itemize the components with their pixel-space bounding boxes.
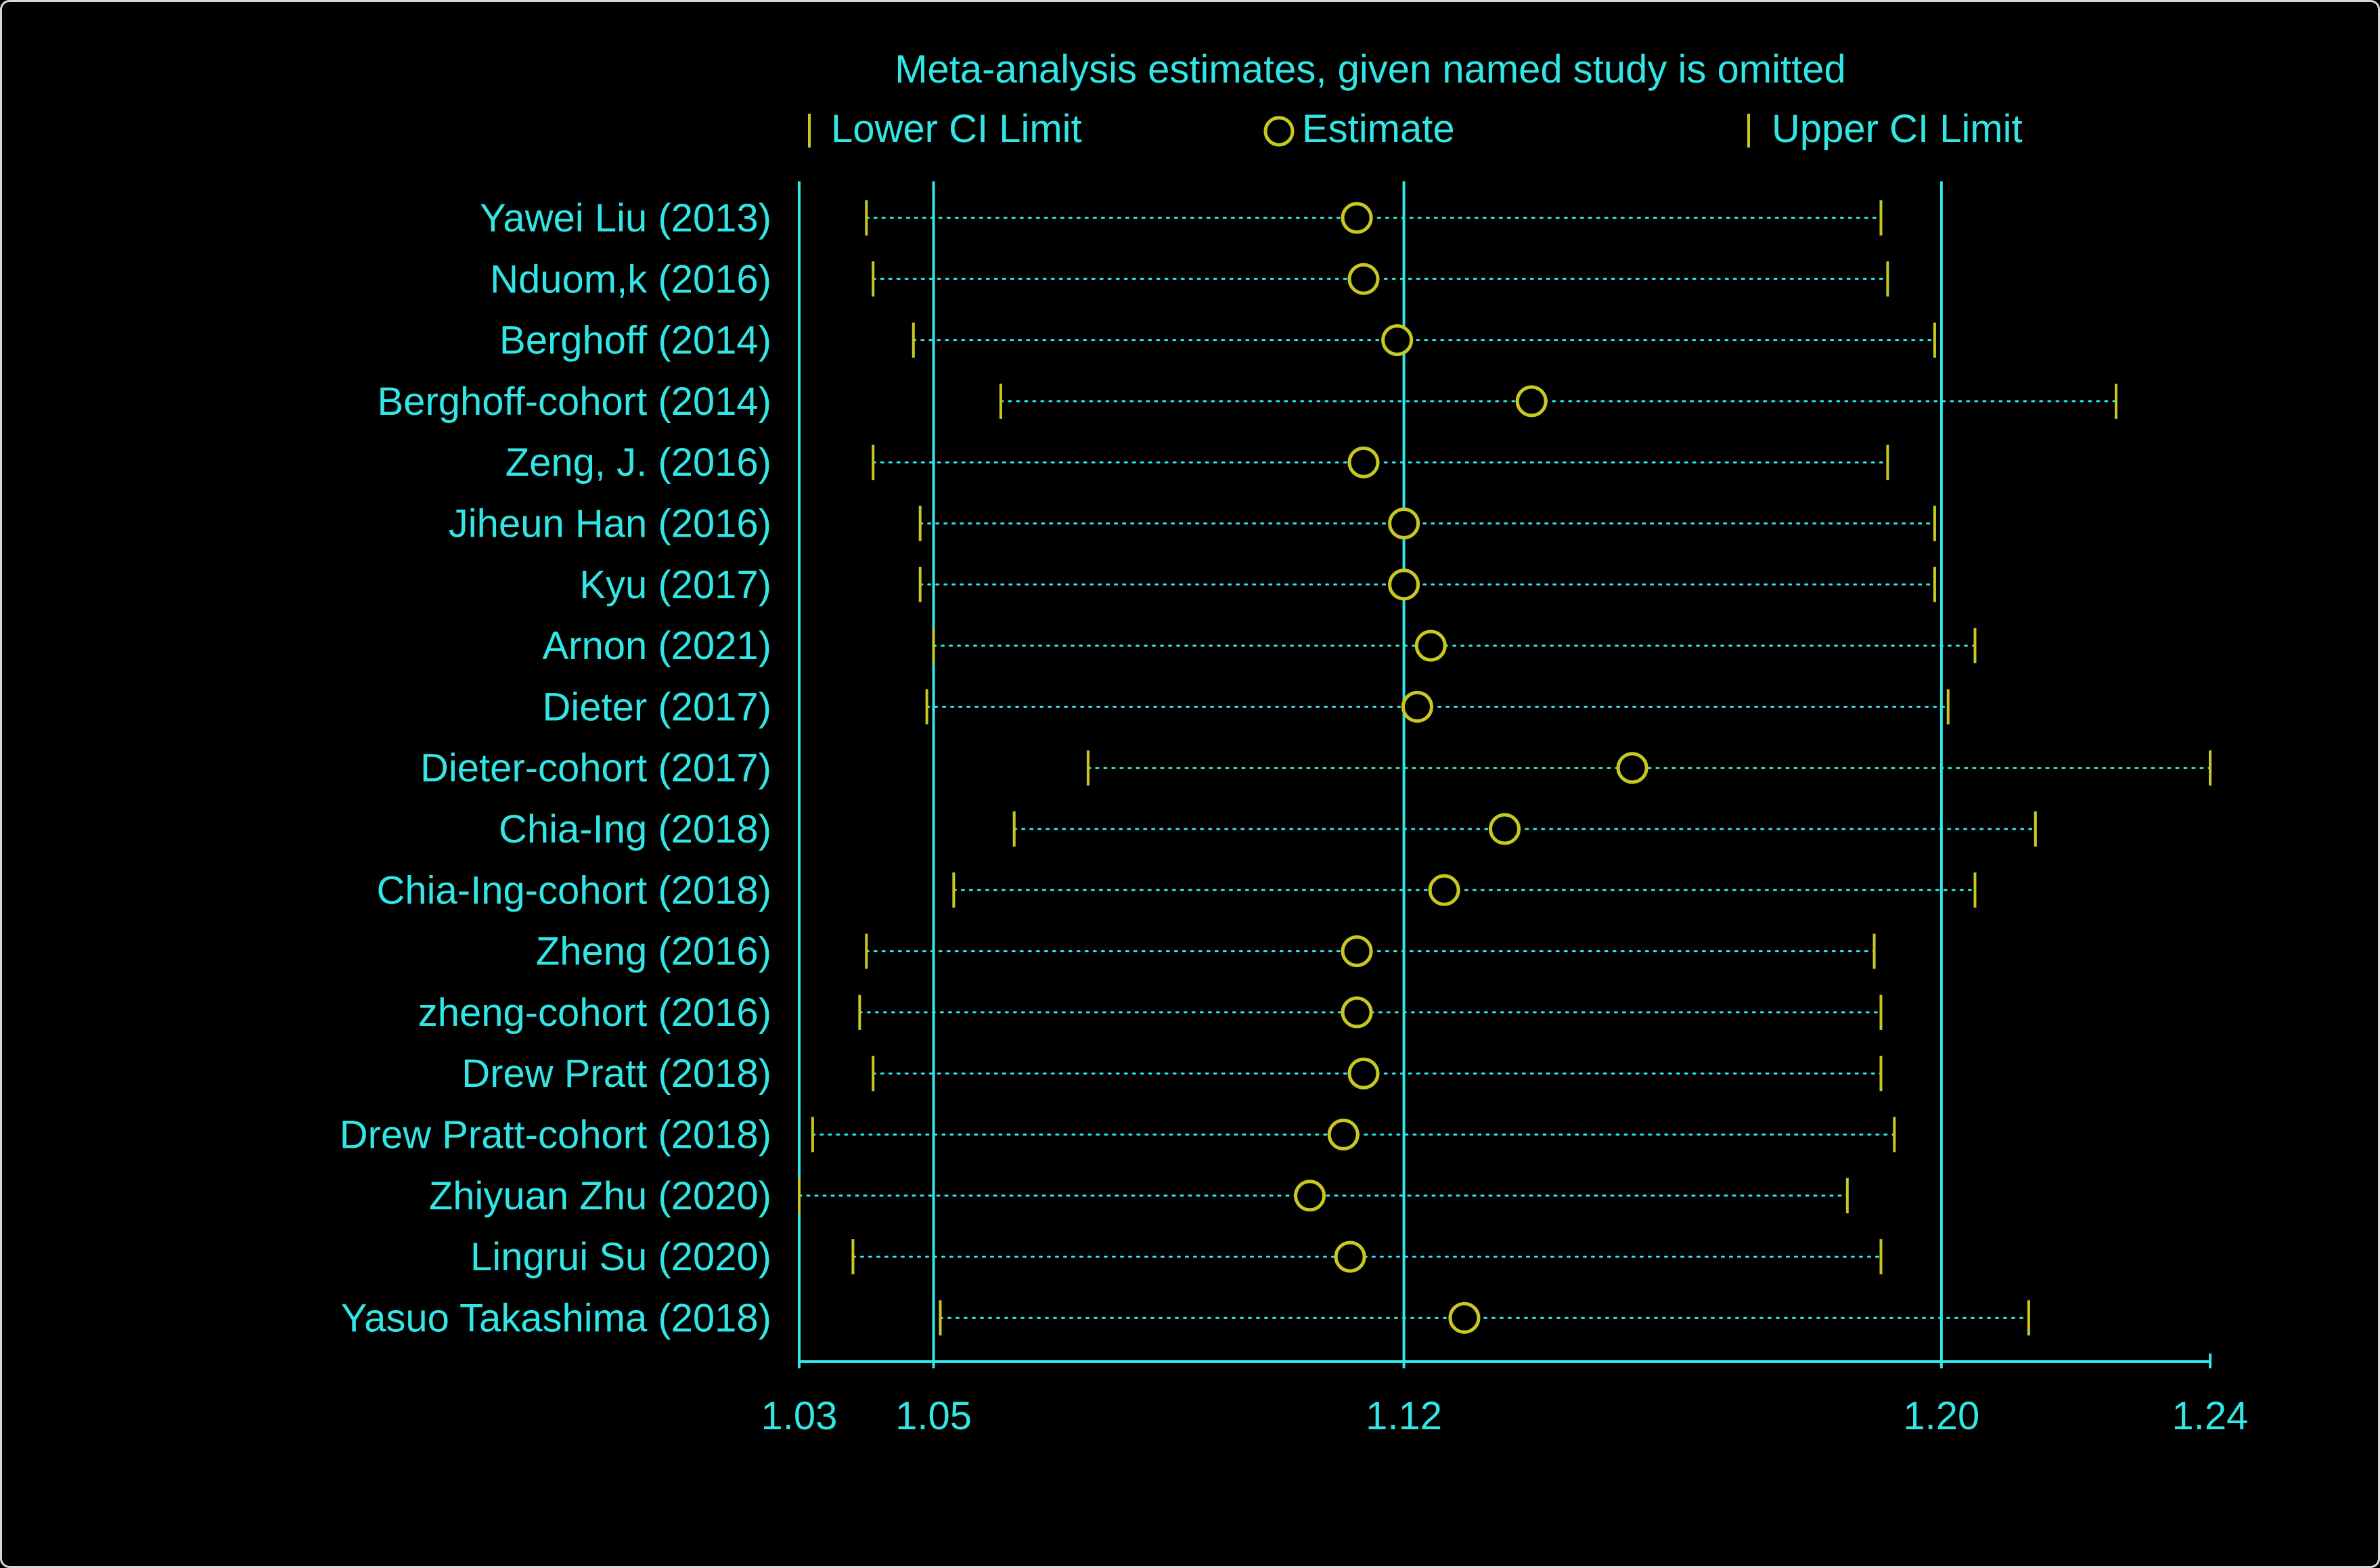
x-tick-label: 1.20 (1903, 1394, 1979, 1438)
study-row: Yasuo Takashima (2018) (341, 1296, 2030, 1340)
study-row: Drew Pratt-cohort (2018) (340, 1113, 1896, 1157)
study-label: Dieter-cohort (2017) (420, 746, 771, 790)
legend-upper-label: Upper CI Limit (1772, 107, 2023, 151)
estimate-marker (1334, 1240, 1366, 1273)
study-label: Kyu (2017) (579, 563, 771, 607)
legend-estimate-marker (1263, 116, 1295, 147)
estimate-marker (1327, 1119, 1360, 1150)
study-label: Zeng, J. (2016) (506, 441, 771, 485)
study-row: Lingrui Su (2020) (470, 1235, 1883, 1279)
study-label: Dieter (2017) (543, 685, 771, 729)
study-label: Drew Pratt (2018) (462, 1052, 771, 1096)
study-row: Berghoff (2014) (499, 319, 1936, 363)
study-row: Berghoff-cohort (2014) (378, 380, 2117, 424)
study-label: Yawei Liu (2013) (480, 196, 771, 240)
x-tick-label: 1.05 (895, 1394, 972, 1438)
estimate-marker (1616, 752, 1648, 784)
estimate-marker (1381, 324, 1414, 357)
legend-estimate-label: Estimate (1302, 107, 1455, 151)
study-label: zheng-cohort (2016) (418, 991, 771, 1035)
study-label: Berghoff (2014) (499, 319, 771, 363)
study-label: Nduom,k (2016) (490, 257, 771, 301)
estimate-marker (1341, 935, 1373, 968)
study-label: Jiheun Han (2016) (449, 502, 771, 546)
estimate-marker (1347, 1057, 1380, 1090)
estimate-marker (1388, 508, 1420, 539)
study-label: Berghoff-cohort (2014) (378, 380, 772, 424)
study-label: Drew Pratt-cohort (2018) (340, 1113, 771, 1157)
estimate-marker (1347, 263, 1380, 295)
estimate-marker (1341, 202, 1373, 234)
study-row: Dieter (2017) (543, 685, 1950, 729)
study-label: Yasuo Takashima (2018) (341, 1296, 771, 1340)
axes: 1.03 1.05 1.12 1.20 1.24 (761, 181, 2249, 1438)
study-row: Zheng (2016) (536, 930, 1876, 974)
study-label: Zheng (2016) (536, 930, 771, 974)
study-label: Arnon (2021) (542, 624, 771, 668)
study-row: Dieter-cohort (2017) (420, 746, 2211, 790)
study-row: Nduom,k (2016) (490, 257, 1889, 301)
study-label: Chia-Ing (2018) (499, 807, 771, 851)
study-row: Chia-Ing (2018) (499, 807, 2037, 851)
study-row: Yawei Liu (2013) (480, 196, 1883, 240)
study-row: Jiheun Han (2016) (449, 502, 1936, 546)
x-tick-label: 1.12 (1366, 1394, 1442, 1438)
chart-title: Meta-analysis estimates, given named stu… (895, 47, 1846, 91)
estimate-marker (1401, 690, 1433, 723)
study-label: Zhiyuan Zhu (2020) (429, 1174, 771, 1218)
study-label: Chia-Ing-cohort (2018) (376, 868, 771, 912)
estimate-marker (1388, 568, 1420, 601)
study-row: zheng-cohort (2016) (418, 991, 1883, 1035)
study-row: Zeng, J. (2016) (506, 441, 1889, 485)
study-row: Arnon (2021) (542, 624, 1977, 668)
study-label: Lingrui Su (2020) (470, 1235, 771, 1279)
x-tick-label: 1.03 (761, 1394, 838, 1438)
study-row: Kyu (2017) (579, 563, 1936, 607)
legend-lower-label: Lower CI Limit (831, 107, 1082, 151)
legend: Lower CI Limit Estimate Upper CI Limit (808, 107, 2023, 151)
estimate-marker (1341, 996, 1373, 1029)
study-row: Drew Pratt (2018) (462, 1052, 1883, 1096)
estimate-marker (1448, 1301, 1481, 1334)
estimate-marker (1347, 446, 1380, 478)
x-tick-label: 1.24 (2172, 1394, 2249, 1438)
estimate-marker (1428, 874, 1460, 906)
study-row: Zhiyuan Zhu (2020) (429, 1174, 1849, 1218)
estimate-marker (1414, 629, 1447, 662)
estimate-marker (1489, 813, 1521, 845)
study-rows: Yawei Liu (2013) Nduom,k (2016) Berghoff (… (340, 196, 2211, 1340)
estimate-marker (1294, 1180, 1326, 1212)
study-row: Chia-Ing-cohort (2018) (376, 868, 1977, 912)
estimate-marker (1515, 385, 1548, 418)
